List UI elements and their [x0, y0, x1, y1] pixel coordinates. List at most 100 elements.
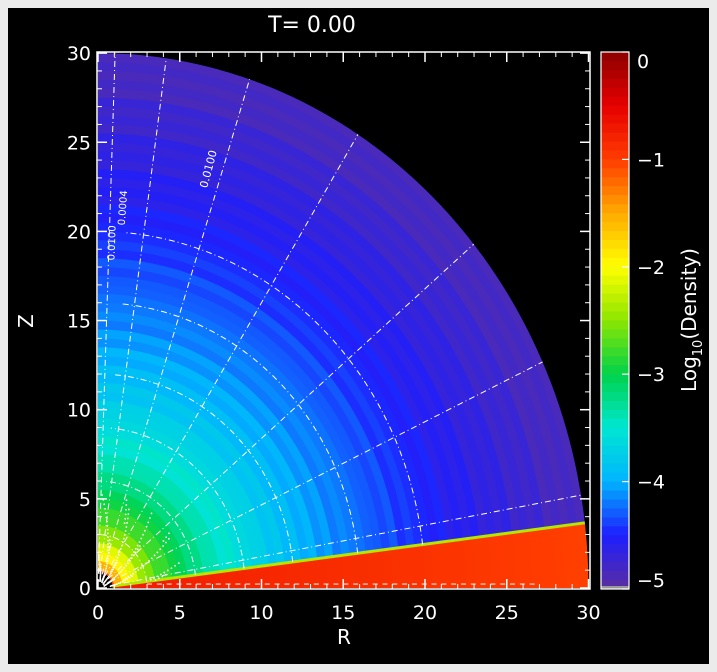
- field-line-radial: [99, 58, 167, 574]
- colorbar-frame: [600, 51, 630, 590]
- colorbar-swatch: [601, 562, 629, 572]
- field-speckle: [107, 552, 110, 554]
- field-speckle: [132, 554, 135, 557]
- field-speckle: [140, 537, 143, 540]
- field-speckle: [106, 560, 109, 563]
- colorbar-tick-label: −3: [637, 364, 665, 386]
- field-speckle: [142, 533, 144, 536]
- colorbar-swatch: [601, 401, 629, 411]
- field-speckle: [105, 567, 108, 570]
- field-speckle: [108, 545, 111, 548]
- disk-speckle: [225, 583, 231, 585]
- disk-speckle: [382, 583, 388, 585]
- y-tick-label: 30: [67, 43, 91, 65]
- colorbar-swatch: [601, 114, 629, 125]
- density-field: [98, 53, 589, 589]
- field-speckle: [124, 517, 127, 520]
- colorbar-swatch: [601, 132, 629, 143]
- field-speckle: [126, 517, 129, 520]
- field-speckle: [124, 513, 127, 516]
- field-line-arc: [120, 303, 359, 554]
- field-speckle: [104, 571, 107, 573]
- colorbar-swatch: [601, 168, 629, 178]
- field-speckle: [126, 578, 129, 580]
- colorbar-swatch: [601, 159, 629, 169]
- colorbar-label-main: Log: [677, 356, 701, 392]
- field-speckle: [161, 575, 164, 578]
- field-speckle: [99, 567, 102, 570]
- disk-speckle: [264, 583, 270, 585]
- colorbar-swatch: [601, 374, 629, 384]
- disk-speckle: [470, 583, 476, 585]
- disk-speckle: [196, 583, 202, 585]
- field-speckle: [123, 566, 126, 569]
- field-speckle: [138, 545, 141, 547]
- field-speckle: [134, 551, 137, 554]
- field-speckle: [127, 508, 130, 511]
- disk-speckle: [205, 583, 211, 585]
- colorbar-swatch: [601, 302, 629, 313]
- field-speckle: [106, 532, 109, 535]
- contour-label: 0.0100: [106, 225, 118, 260]
- field-speckle: [117, 582, 120, 585]
- x-tick-label: 10: [249, 602, 273, 624]
- x-tick-label: 5: [174, 602, 186, 624]
- field-speckle: [150, 512, 153, 515]
- disk-speckle: [284, 583, 290, 585]
- disk-speckle: [254, 583, 260, 585]
- field-speckle: [111, 579, 114, 582]
- field-speckle: [99, 574, 102, 577]
- field-speckle: [120, 544, 123, 547]
- x-tick-label: 25: [495, 602, 519, 624]
- field-speckle: [128, 559, 131, 562]
- field-speckle: [114, 564, 117, 567]
- field-speckle: [159, 573, 162, 576]
- colorbar-swatch: [601, 490, 629, 501]
- colorbar-swatch: [601, 222, 629, 232]
- field-speckle: [111, 578, 114, 581]
- field-speckle: [107, 557, 109, 560]
- field-speckle: [119, 570, 122, 573]
- field-speckle: [145, 562, 148, 565]
- field-line-arc: [110, 427, 245, 569]
- field-speckle: [109, 585, 112, 588]
- x-axis-ticks: 0 5 10 15 20 25 30: [92, 52, 601, 624]
- field-speckle: [106, 546, 109, 549]
- field-speckle: [99, 563, 102, 566]
- colorbar-swatch: [601, 553, 629, 563]
- y-tick-label: 10: [67, 400, 91, 422]
- contour-label: 0.0004: [117, 190, 130, 226]
- disk-speckle: [313, 583, 319, 585]
- field-speckle: [121, 568, 124, 571]
- disk-speckle: [294, 583, 300, 585]
- field-speckle: [108, 548, 111, 551]
- field-speckle: [106, 520, 108, 523]
- field-lines: [98, 53, 582, 588]
- x-axis-label: R: [337, 625, 351, 649]
- field-speckle: [149, 578, 152, 581]
- field-speckle: [98, 556, 100, 559]
- colorbar-swatch: [601, 517, 629, 527]
- field-speckle: [162, 540, 165, 542]
- field-speckle: [134, 571, 137, 573]
- colorbar-swatch: [601, 78, 629, 89]
- field-speckle: [104, 569, 107, 572]
- field-speckle: [119, 581, 122, 584]
- colorbar-swatch: [601, 87, 629, 98]
- colorbar-swatch: [601, 311, 629, 322]
- field-speckle: [105, 516, 108, 519]
- colorbar-swatch: [601, 204, 629, 214]
- colorbar-swatch: [601, 266, 629, 277]
- x-tick-label: 0: [92, 602, 104, 624]
- colorbar-swatch: [601, 141, 629, 152]
- disk-speckle: [451, 583, 457, 585]
- field-speckle: [112, 568, 114, 571]
- field-speckle: [107, 554, 110, 557]
- field-speckle: [145, 525, 148, 528]
- colorbar-swatch: [601, 105, 629, 116]
- field-speckle: [131, 575, 133, 578]
- colorbar-ticks: 0 −1 −2 −3 −4 −5: [622, 51, 665, 592]
- field-speckle: [165, 536, 168, 539]
- field-speckle: [138, 541, 141, 543]
- colorbar-swatch: [601, 383, 629, 393]
